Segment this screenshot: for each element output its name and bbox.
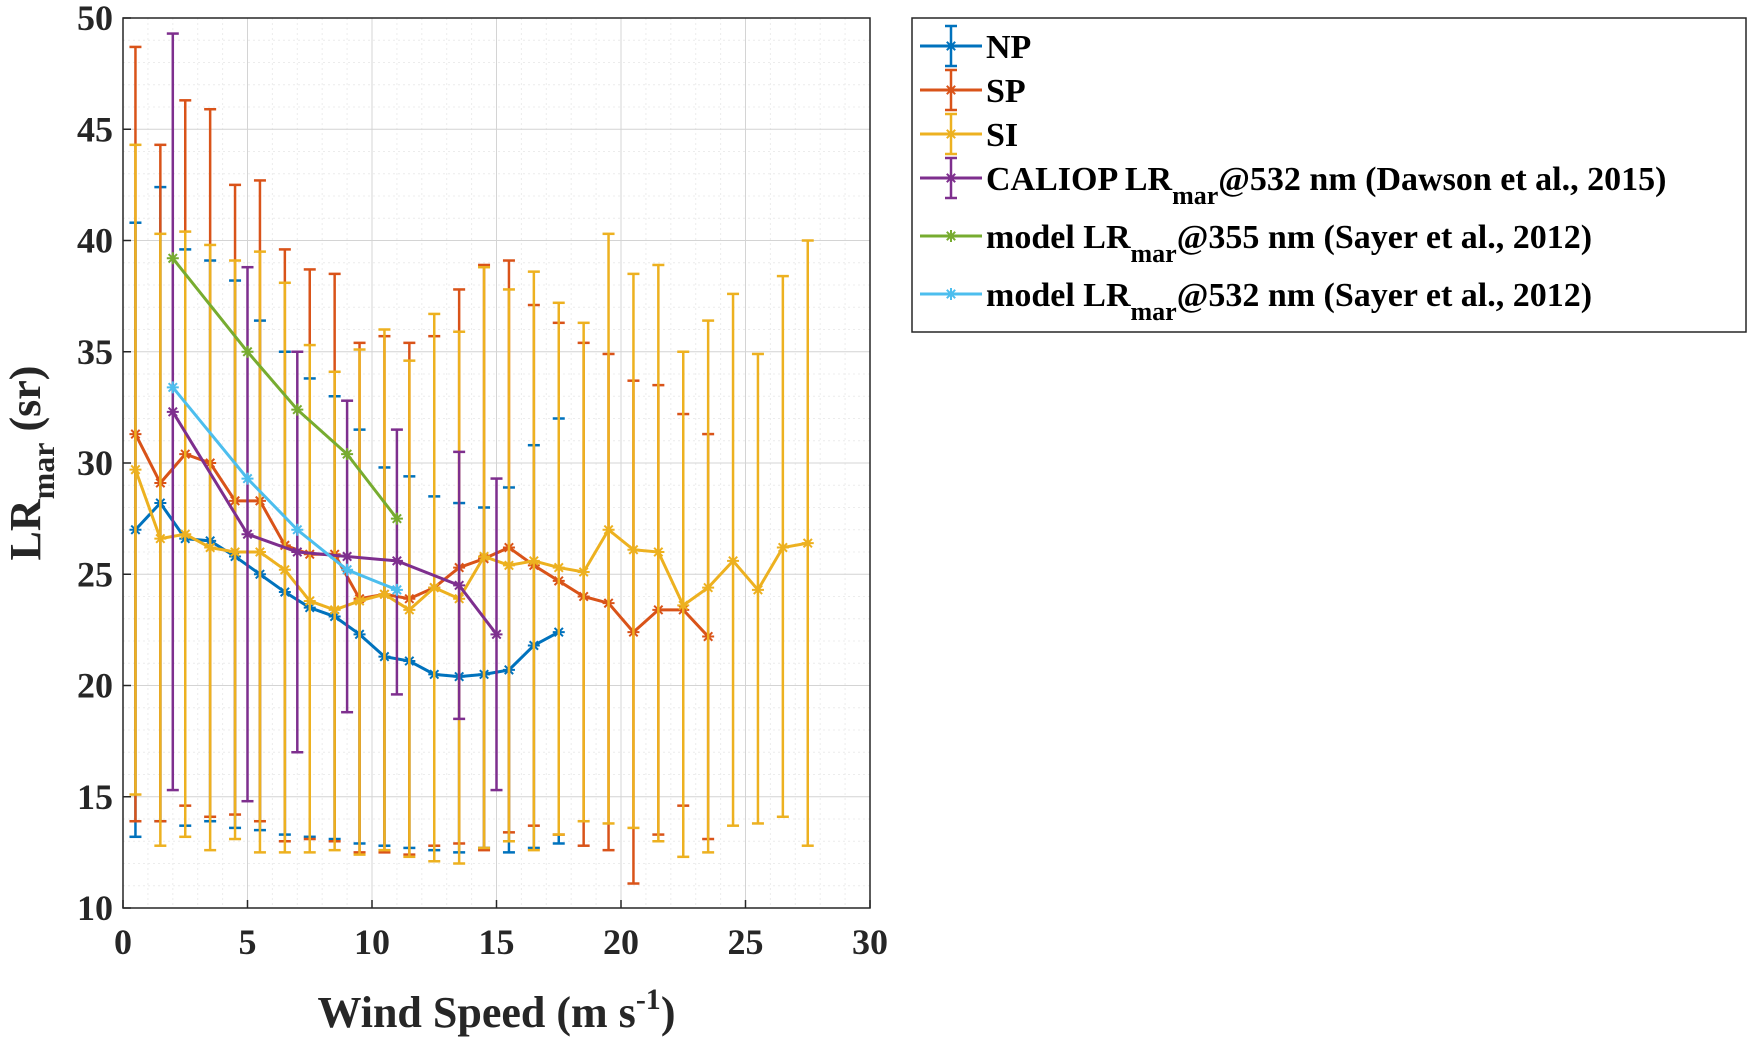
y-tick-label: 50 [77,0,113,38]
x-tick-label: 20 [603,922,639,962]
data-point-marker [303,594,316,607]
x-tick-label: 15 [479,922,515,962]
data-point-marker [129,463,142,476]
y-tick-label: 20 [77,666,113,706]
data-point-marker [253,546,266,558]
data-point-marker [945,84,957,96]
legend-entry-1: SP [920,68,1026,112]
data-point-marker [751,583,764,596]
data-point-marker [652,546,665,558]
legend-entry-3: CALIOP LRmar@532 nm (Dawson et al., 2015… [920,156,1666,210]
data-point-marker [166,252,179,265]
series-5 [166,381,403,596]
data-point-marker [403,603,416,616]
data-point-marker [552,561,565,574]
legend: NP SP SI CALIOP LRmar@532 nm (Dawson et al.… [911,17,1747,333]
data-point-marker [428,581,441,594]
data-point-marker [390,554,403,567]
data-point-marker [291,546,304,558]
data-point-marker [727,554,740,567]
data-point-marker [241,472,254,485]
legend-entry-4: model LRmar@355 nm (Sayer et al., 2012) [920,219,1592,268]
data-point-marker [166,405,179,418]
data-point-marker [154,532,167,545]
data-point-marker [166,381,179,394]
legend-entry-0: NP [920,24,1031,68]
data-point-marker [328,603,341,616]
data-point-marker [945,40,957,52]
data-point-marker [204,541,217,554]
y-tick-label: 10 [77,888,113,928]
data-point-marker [478,550,491,563]
data-point-marker [945,172,957,184]
data-point-marker [241,528,254,541]
y-tick-label: 40 [77,221,113,261]
legend-box [911,17,1747,333]
x-tick-label: 5 [239,922,257,962]
x-tick-label: 25 [728,922,764,962]
data-point-marker [945,288,957,300]
legend-entry-5: model LRmar@532 nm (Sayer et al., 2012) [920,277,1592,326]
data-point-marker [241,345,254,358]
series-2 [129,143,814,865]
data-point-marker [577,566,590,579]
data-point-marker [945,230,957,242]
data-point-marker [341,448,354,461]
data-point-marker [702,581,715,594]
series-line [134,433,710,638]
y-tick-label: 25 [77,554,113,594]
data-point-marker [627,543,640,556]
data-point-marker [341,563,354,576]
data-point-marker [677,599,690,612]
series-4 [166,252,403,525]
legend-entry-2: SI [920,112,1018,156]
data-point-marker [278,563,291,576]
series-3 [166,32,503,803]
y-tick-label: 15 [77,777,113,817]
data-point-marker [801,537,814,550]
data-point-marker [527,554,540,567]
legend-label-3: CALIOP LRmar@532 nm (Dawson et al., 2015… [986,161,1666,210]
data-point-marker [229,546,242,558]
data-point-marker [390,512,403,525]
data-point-marker [453,579,466,592]
data-point-marker [353,594,366,607]
y-tick-label: 35 [77,332,113,372]
y-axis-label: LRmar (sr) [1,366,61,561]
data-point-marker [341,550,354,563]
data-point-marker [602,523,615,536]
x-tick-label: 0 [114,922,132,962]
data-point-marker [945,128,957,140]
data-point-marker [776,541,789,554]
x-axis-label: Wind Speed (m s-1) [318,983,676,1037]
legend-label-2: SI [986,117,1018,154]
y-tick-label: 45 [77,109,113,149]
legend-label-0: NP [986,29,1031,66]
data-point-marker [490,628,503,641]
axis-ticks: 0 5 10 15 20 25 30 10 15 20 25 30 35 40 45 50 [77,0,888,962]
legend-label-5: model LRmar@532 nm (Sayer et al., 2012) [986,277,1592,326]
data-point-marker [179,528,192,541]
data-point-marker [390,583,403,596]
legend-label-4: model LRmar@355 nm (Sayer et al., 2012) [986,219,1592,268]
legend-label-1: SP [986,73,1026,110]
y-tick-label: 30 [77,443,113,483]
data-point-marker [291,403,304,416]
data-point-marker [291,523,304,536]
plot-series [129,32,814,885]
data-point-marker [378,588,391,601]
x-tick-label: 30 [852,922,888,962]
x-tick-label: 10 [354,922,390,962]
data-point-marker [502,559,515,572]
